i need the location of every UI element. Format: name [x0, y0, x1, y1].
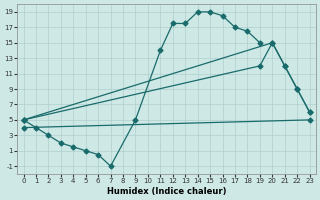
X-axis label: Humidex (Indice chaleur): Humidex (Indice chaleur) [107, 187, 226, 196]
